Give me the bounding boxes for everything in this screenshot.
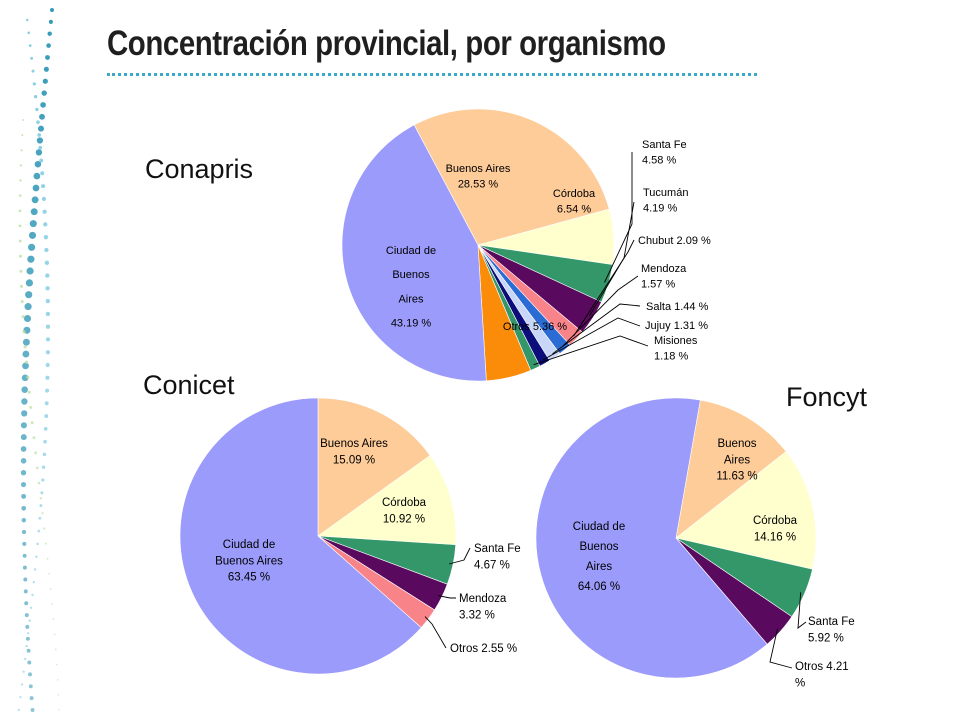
slice-label-cordoba: Córdoba 10.92 % — [382, 497, 427, 525]
leader-line-otros — [424, 616, 447, 649]
pie-slice-ciudad-de-buenos-aires — [179, 397, 422, 675]
pie-slice-cordoba — [317, 455, 457, 546]
pie-slice-ciudad-de-buenos-aires — [341, 124, 487, 382]
slice-label-ciudad-de-buenos-aires: Ciudad de Buenos Aires 64.06 % — [573, 521, 625, 593]
slice-label-otros: Otros 4.21% — [795, 661, 849, 689]
slice-label-santa-fe: Santa Fe 4.67 % — [474, 543, 521, 571]
title-dotted-underline — [107, 73, 757, 76]
leader-line-jujuy — [542, 317, 641, 361]
leader-line-salta — [552, 303, 641, 355]
dotted-curve — [18, 119, 60, 711]
slice-label-cordoba: Córdoba 6.54 % — [553, 188, 596, 216]
chart-title-conicet: Conicet — [143, 370, 235, 400]
decorative-dotted-curves — [17, 8, 60, 712]
chart-title-foncyt: Foncyt — [786, 382, 868, 412]
slice-label-buenos-aires: Buenos Aires 15.09 % — [320, 438, 388, 466]
slice-label-mendoza: Mendoza 3.32 % — [459, 593, 507, 621]
slice-label-cordoba: Córdoba 14.16 % — [753, 515, 798, 543]
slice-label-chubut: Chubut 2.09 % — [638, 235, 711, 247]
slice-label-otros: Otros 5.36 % — [503, 321, 567, 333]
slice-label-tucuman: Tucumán 4.19 % — [643, 187, 688, 215]
pie-slice-buenos-aires — [317, 397, 431, 537]
slice-label-ciudad-de-buenos-aires: Ciudad de Buenos Aires 63.45 % — [215, 539, 283, 584]
leader-line-otros — [769, 628, 793, 669]
leader-line-chubut — [573, 239, 635, 337]
slice-label-misiones: Misiones 1.18 % — [654, 335, 698, 363]
leader-line-misiones — [533, 335, 649, 366]
leader-line-mendoza — [562, 275, 639, 347]
leader-line-santa-fe — [604, 152, 633, 283]
pie-slice-cordoba — [675, 451, 817, 570]
slice-label-ciudad-de-buenos-aires: Ciudad de Buenos Aires 43.19 % — [386, 245, 436, 330]
slice-label-salta: Salta 1.44 % — [646, 301, 709, 313]
pie-slice-buenos-aires — [675, 399, 787, 539]
leader-line-mendoza — [437, 595, 456, 599]
slice-label-mendoza: Mendoza 1.57 % — [641, 263, 687, 291]
slice-label-santa-fe: Santa Fe 4.58 % — [642, 139, 687, 167]
leader-line-santa-fe — [448, 547, 471, 565]
dotted-curve — [20, 8, 54, 712]
pie-slice-buenos-aires — [413, 108, 610, 246]
slice-label-santa-fe: Santa Fe 5.92 % — [808, 616, 855, 644]
pie-slice-ciudad-de-buenos-aires — [535, 397, 768, 679]
slice-label-buenos-aires: Buenos Aires 28.53 % — [446, 163, 511, 191]
leader-line-santa-fe — [797, 592, 807, 629]
page-title: Concentración provincial, por organismo — [107, 24, 666, 63]
slice-label-otros: Otros 2.55 % — [450, 643, 517, 655]
dotted-curve — [17, 18, 51, 712]
chart-title-conapris: Conapris — [145, 154, 254, 184]
slice-label-buenos-aires: Buenos Aires 11.63 % — [716, 438, 757, 483]
slice-label-jujuy: Jujuy 1.31 % — [645, 320, 708, 332]
